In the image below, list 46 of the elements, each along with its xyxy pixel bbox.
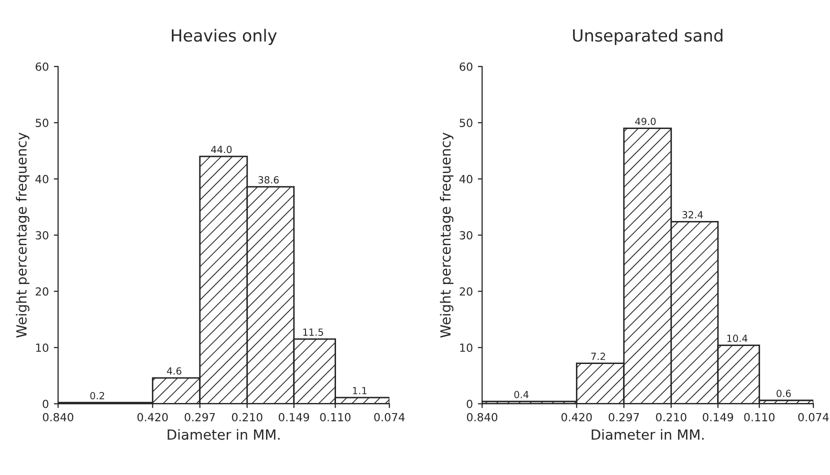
data-label: 49.0: [635, 118, 656, 126]
y-tick-label: 20: [460, 287, 472, 296]
data-label: 4.6: [166, 367, 182, 375]
data-label: 44.0: [211, 146, 232, 154]
y-tick-label: 40: [35, 174, 48, 184]
y-tick-label: 50: [36, 118, 48, 128]
x-tick-label: 0.110: [744, 412, 775, 422]
x-tick-label: 0.149: [702, 412, 734, 422]
x-tick-label: 0.110: [320, 412, 350, 422]
x-tick-label: 0.149: [278, 412, 310, 422]
x-tick-label: 0.210: [656, 412, 686, 422]
y-axis-title: Weight percentage frequency: [440, 132, 454, 338]
y-tick-label: 10: [36, 344, 48, 352]
y-tick-label: 20: [36, 287, 48, 296]
data-label: 7.2: [591, 352, 605, 360]
x-tick-label: 0.074: [798, 412, 829, 422]
chart-title: Unseparated sand: [573, 28, 722, 45]
x-tick-label: 0.297: [608, 412, 639, 422]
y-tick-label: 0: [466, 400, 472, 408]
y-tick-label: 30: [36, 231, 48, 240]
y-tick-label: 30: [460, 231, 472, 240]
x-axis-title: Diameter in MM.: [592, 429, 704, 440]
data-label: 1.1: [353, 387, 367, 394]
y-tick-label: 0: [42, 400, 48, 408]
y-tick-label: 10: [460, 344, 472, 352]
data-label: 10.4: [727, 334, 748, 342]
y-tick-label: 50: [460, 118, 472, 128]
x-tick-label: 0.840: [466, 412, 498, 422]
x-tick-label: 0.420: [137, 412, 168, 422]
data-label: 0.6: [776, 390, 791, 398]
data-label: 0.2: [90, 392, 104, 400]
y-tick-label: 60: [36, 62, 48, 71]
y-axis-title: Weight percentage frequency: [16, 132, 30, 338]
data-label: 0.4: [514, 390, 529, 398]
y-tick-label: 60: [460, 62, 472, 71]
y-tick-label: 40: [460, 174, 472, 184]
x-tick-label: 0.840: [42, 412, 74, 422]
x-axis-title: Diameter in MM.: [168, 429, 280, 440]
x-tick-label: 0.210: [232, 412, 262, 422]
data-label: 38.6: [258, 176, 279, 184]
chart-title: Heavies only: [172, 28, 277, 45]
x-tick-label: 0.297: [184, 412, 215, 422]
data-label: 11.5: [303, 328, 324, 336]
data-label: 32.4: [682, 211, 703, 218]
x-tick-label: 0.420: [561, 412, 592, 422]
x-tick-label: 0.074: [374, 412, 405, 422]
